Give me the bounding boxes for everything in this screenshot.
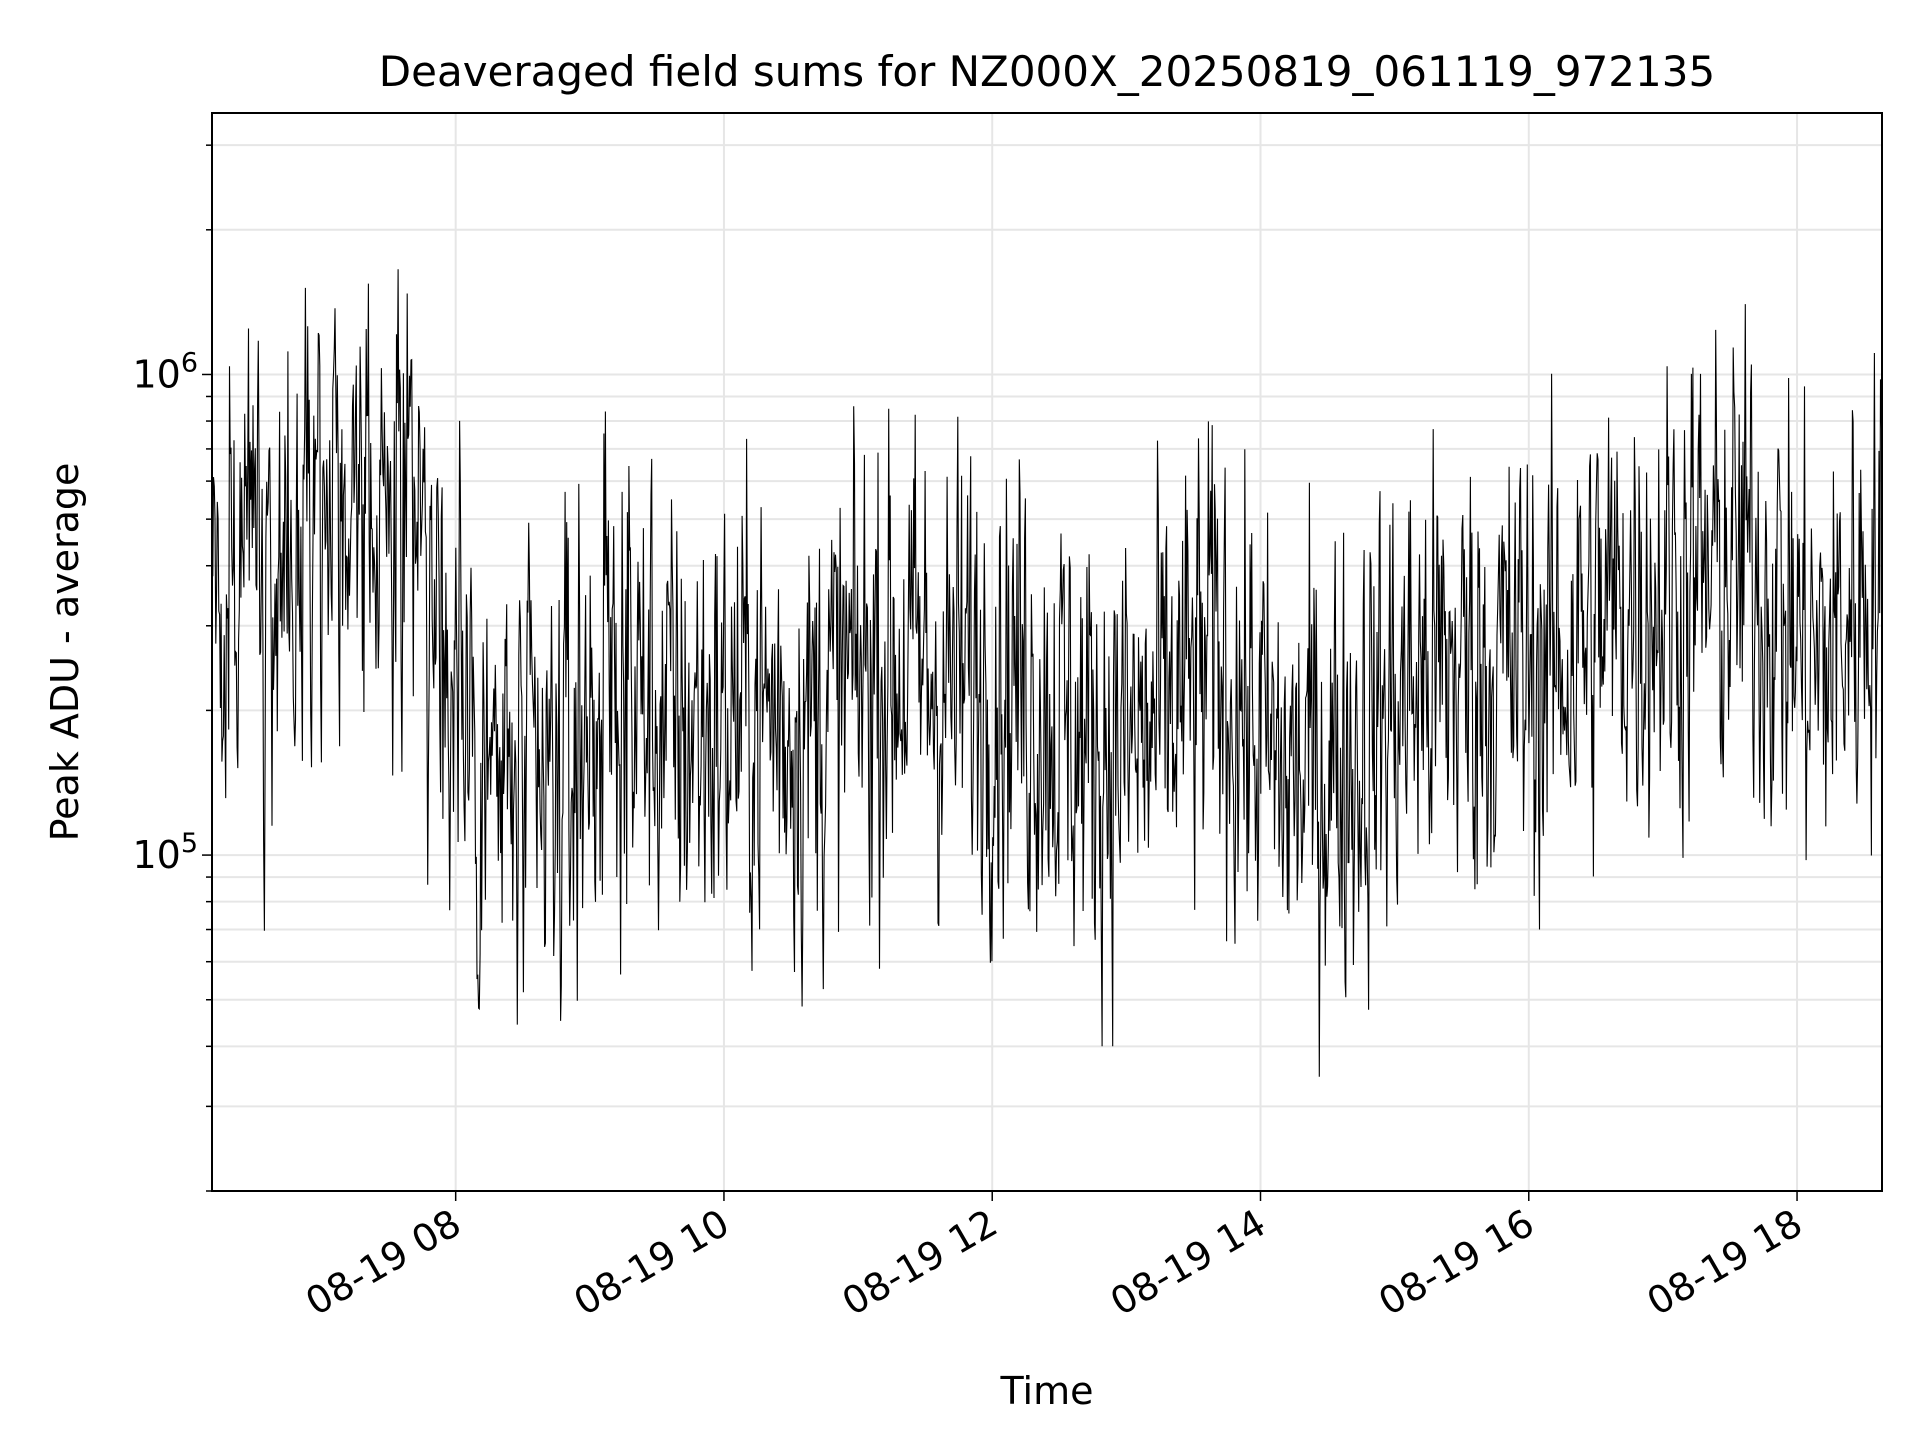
x-tick-label: 08-19 16 [1371, 1201, 1541, 1325]
series-line [211, 269, 1883, 1077]
series-layer [211, 269, 1883, 1077]
chart-title: Deaveraged field sums for NZ000X_2025081… [379, 47, 1715, 96]
plot-frame [211, 112, 1883, 1192]
y-axis: 105 106 [132, 144, 212, 1192]
y-axis-label: Peak ADU - average [43, 463, 87, 842]
x-tick-label: 08-19 14 [1103, 1201, 1273, 1325]
x-tick-label: 08-19 12 [835, 1201, 1005, 1325]
x-axis-label: Time [1000, 1369, 1094, 1413]
x-axis: 08-19 08 08-19 10 08-19 12 08-19 14 08-19 16… [298, 1191, 1810, 1325]
y-tick-label: 105 [132, 828, 198, 877]
x-tick-label: 08-19 10 [566, 1201, 736, 1325]
x-tick-label: 08-19 08 [298, 1201, 468, 1325]
y-tick-label: 106 [132, 347, 198, 396]
grid-layer [212, 113, 1882, 1192]
x-tick-label: 08-19 18 [1640, 1201, 1810, 1325]
